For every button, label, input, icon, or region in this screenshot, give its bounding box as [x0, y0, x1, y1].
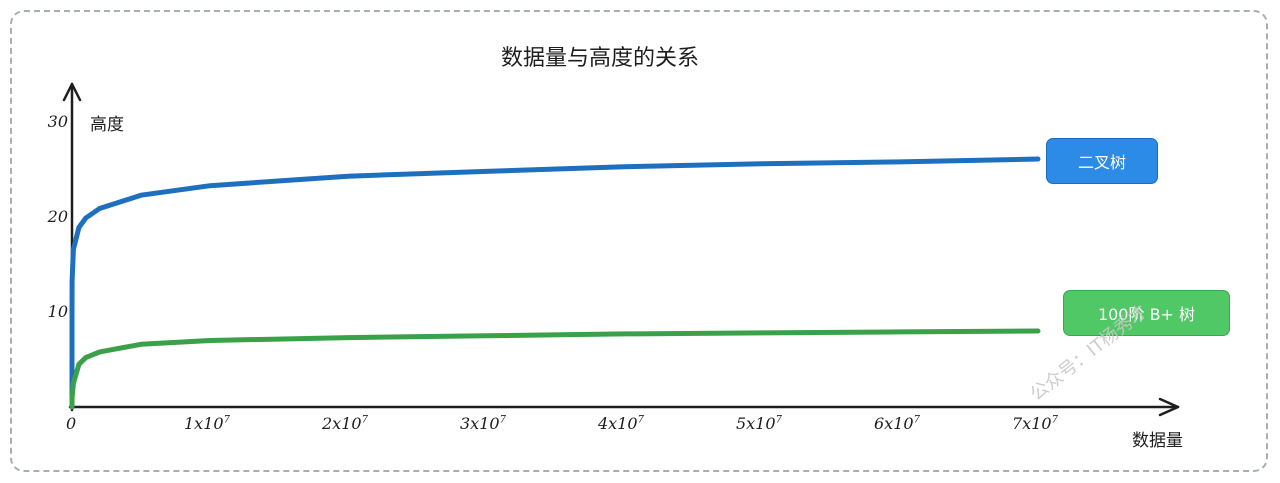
x-tick-label: 4x107 [598, 414, 644, 433]
series-line-binary-tree [69, 156, 1041, 410]
chart-title: 数据量与高度的关系 [500, 46, 699, 71]
x-tick-label: 0 [66, 414, 77, 433]
x-axis-arrow [1158, 397, 1180, 417]
x-tick-label: 3x107 [460, 414, 506, 433]
x-tick-label: 5x107 [736, 414, 782, 433]
y-axis-label: 高度 [90, 115, 124, 135]
y-tick-label: 30 [47, 112, 68, 131]
x-tick-label: 7x107 [1012, 414, 1058, 433]
y-tick-label: 10 [47, 302, 68, 321]
legend-bplus-tree: 100阶 B+ 树 [1063, 290, 1230, 336]
y-tick-label: 20 [47, 207, 68, 226]
chart-frame [10, 10, 1268, 472]
legend-binary-tree: 二叉树 [1046, 138, 1158, 184]
legend-bplus-tree-label: 100阶 B+ 树 [1097, 305, 1196, 324]
y-axis-arrow [62, 82, 82, 102]
x-axis-label: 数据量 [1132, 431, 1183, 451]
x-tick-label: 1x107 [184, 414, 230, 433]
x-tick-label: 6x107 [874, 414, 920, 433]
x-tick-label: 2x107 [322, 414, 368, 433]
series-layer [69, 156, 1041, 410]
series-line-bplus-tree [69, 328, 1041, 410]
legend-binary-tree-label: 二叉树 [1077, 153, 1126, 172]
